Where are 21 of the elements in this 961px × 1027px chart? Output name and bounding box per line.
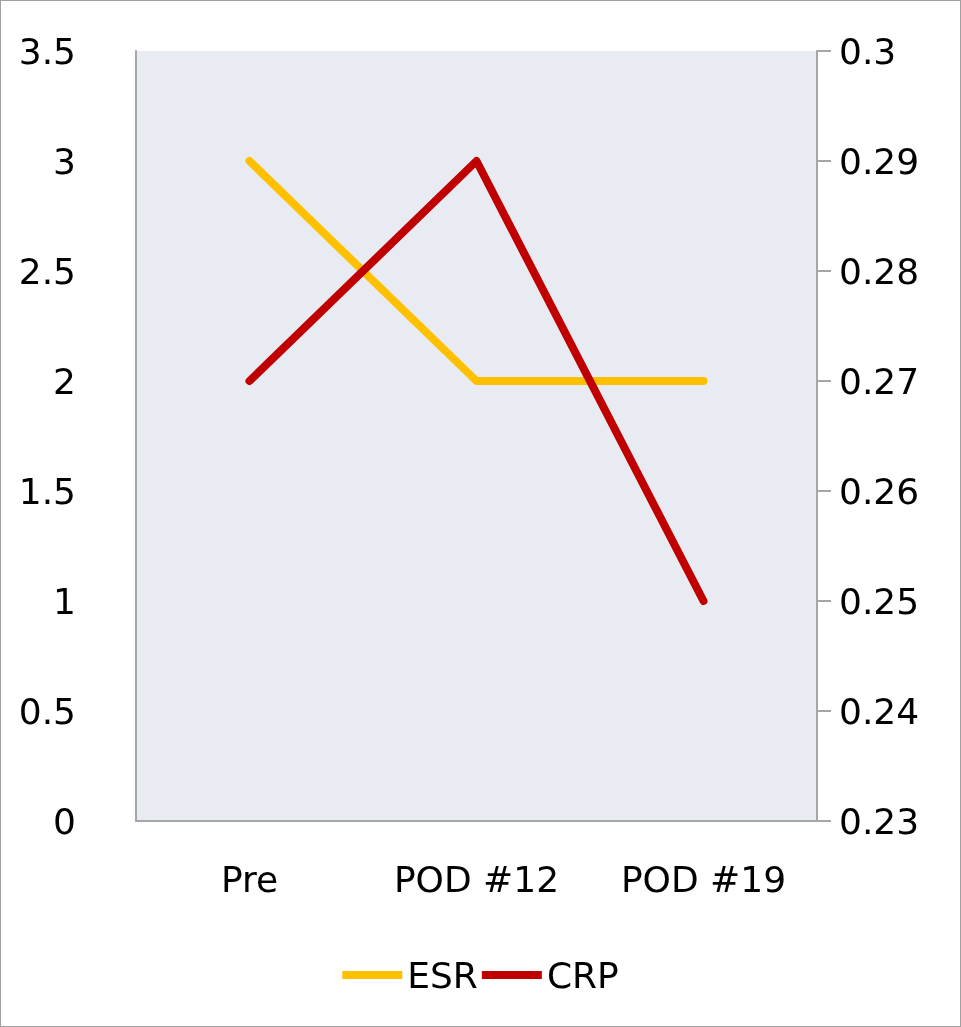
x-tick-label: Pre bbox=[220, 858, 279, 900]
y2-tick-label: 0.26 bbox=[839, 470, 920, 512]
x-tick-label: POD #12 bbox=[393, 858, 560, 900]
y2-tick-label: 0.23 bbox=[839, 800, 920, 842]
y-tick-label: 0 bbox=[53, 800, 76, 842]
y2-tick-label: 0.28 bbox=[839, 250, 920, 292]
y2-tick-label: 0.24 bbox=[839, 690, 920, 732]
legend-label: ESR bbox=[407, 954, 478, 996]
legend-label: CRP bbox=[546, 954, 619, 996]
y-tick-label: 3.5 bbox=[18, 30, 76, 72]
y-tick-label: 1.5 bbox=[18, 470, 76, 512]
y-tick-label: 0.5 bbox=[18, 690, 76, 732]
y-tick-label: 3 bbox=[53, 140, 76, 182]
y2-tick-label: 0.25 bbox=[839, 580, 920, 622]
y-tick-label: 1 bbox=[53, 580, 76, 622]
y-tick-label: 2 bbox=[53, 360, 76, 402]
y2-tick-label: 0.3 bbox=[839, 30, 897, 72]
x-tick-label: POD #19 bbox=[620, 858, 787, 900]
y-tick-label: 2.5 bbox=[18, 250, 76, 292]
y2-tick-label: 0.27 bbox=[839, 360, 920, 402]
y2-tick-label: 0.29 bbox=[839, 140, 920, 182]
